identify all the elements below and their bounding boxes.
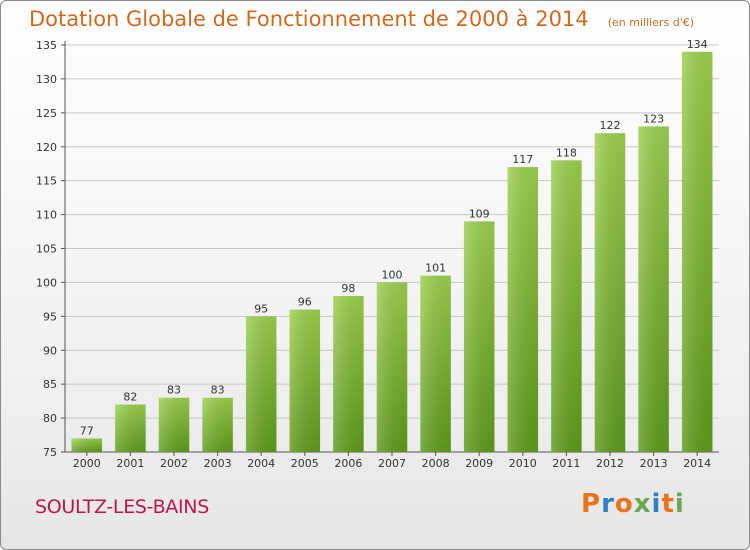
value-label: 109	[469, 207, 490, 220]
logo-letter: t	[661, 489, 675, 519]
bar-shine	[420, 275, 451, 452]
x-tick-label: 2007	[378, 457, 406, 470]
bar-shine	[115, 404, 146, 452]
chart-subtitle: (en milliers d'€)	[607, 16, 695, 29]
y-tick-label: 85	[43, 378, 57, 391]
x-tick-label: 2004	[247, 457, 275, 470]
logo-letter: o	[614, 489, 634, 519]
bar-shine	[71, 438, 103, 452]
bar-shine	[202, 397, 233, 452]
y-tick-label: 115	[36, 175, 57, 188]
x-tick-label: 2005	[291, 457, 319, 470]
y-tick-label: 90	[43, 344, 57, 357]
bar-shine	[638, 126, 669, 453]
y-tick-label: 80	[43, 412, 57, 425]
y-tick-label: 110	[36, 209, 57, 222]
title-row: Dotation Globale de Fonctionnement de 20…	[29, 7, 694, 31]
y-tick-label: 125	[36, 107, 57, 120]
value-label: 83	[167, 384, 181, 397]
y-tick-label: 75	[43, 446, 57, 459]
x-tick-label: 2010	[509, 457, 537, 470]
value-label: 98	[341, 282, 355, 295]
value-label: 82	[123, 391, 137, 404]
logo-letter: i	[651, 489, 662, 519]
value-label: 122	[600, 119, 621, 132]
value-label: 117	[512, 153, 533, 166]
logo-letter: i	[674, 489, 685, 519]
proxiti-logo: Proxiti	[581, 489, 685, 519]
value-label: 101	[425, 262, 446, 275]
logo-letter: P	[581, 489, 602, 519]
bar-shine	[551, 160, 582, 453]
bar-shine	[289, 309, 321, 452]
value-label: 123	[643, 112, 664, 125]
x-tick-label: 2002	[160, 457, 188, 470]
y-tick-label: 105	[36, 243, 57, 256]
value-label: 96	[298, 296, 312, 309]
x-tick-label: 2014	[683, 457, 711, 470]
x-tick-label: 2012	[596, 457, 624, 470]
value-label: 118	[556, 146, 577, 159]
bar-shine	[507, 167, 539, 452]
y-tick-label: 120	[36, 141, 57, 154]
bar-shine	[681, 51, 713, 453]
y-tick-label: 100	[36, 276, 57, 289]
commune-name: SOULTZ-LES-BAINS	[35, 496, 209, 518]
bar-shine	[463, 221, 495, 452]
x-tick-label: 2001	[116, 457, 144, 470]
value-label: 100	[382, 268, 403, 281]
bar-shine	[245, 316, 277, 452]
y-tick-label: 130	[36, 73, 57, 86]
x-tick-label: 2009	[465, 457, 493, 470]
bar-shine	[594, 133, 626, 452]
x-tick-label: 2000	[73, 457, 101, 470]
logo-letter: x	[633, 489, 652, 519]
x-tick-label: 2011	[552, 457, 580, 470]
logo-letter: r	[601, 489, 615, 519]
bar-shine	[376, 282, 408, 452]
bar-shine	[158, 397, 190, 452]
bar-shine	[333, 295, 364, 452]
value-label: 134	[687, 38, 708, 51]
x-tick-label: 2008	[422, 457, 450, 470]
y-tick-label: 95	[43, 310, 57, 323]
value-label: 83	[211, 384, 225, 397]
value-label: 77	[80, 424, 94, 437]
y-tick-label: 135	[36, 39, 57, 52]
x-tick-label: 2006	[334, 457, 362, 470]
chart-title: Dotation Globale de Fonctionnement de 20…	[29, 7, 589, 31]
x-tick-label: 2003	[204, 457, 232, 470]
x-tick-label: 2013	[640, 457, 668, 470]
value-label: 95	[254, 302, 268, 315]
